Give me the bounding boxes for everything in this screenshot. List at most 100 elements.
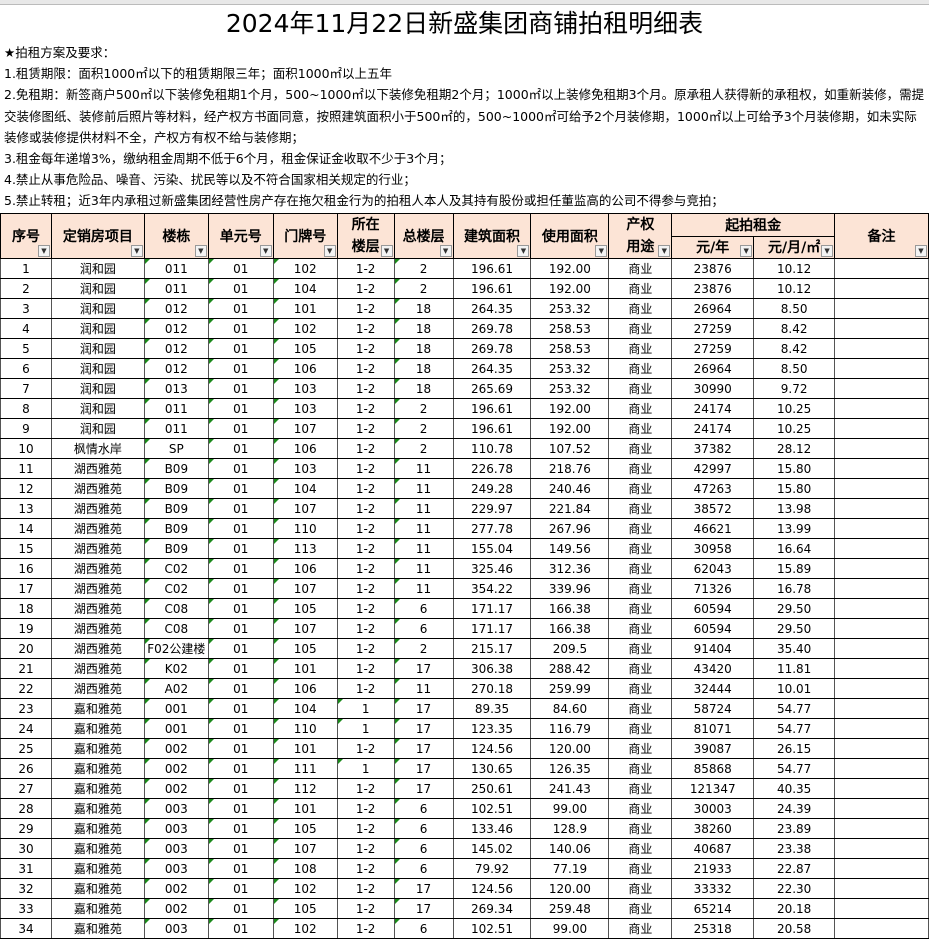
cell-building[interactable]: 003 — [143, 798, 209, 819]
cell-rent-year[interactable]: 62043 — [671, 558, 755, 579]
cell-rent-month[interactable]: 10.25 — [753, 418, 836, 439]
cell-build-area[interactable]: 306.38 — [452, 658, 532, 679]
cell-total-floors[interactable]: 6 — [393, 818, 454, 839]
cell-usage[interactable]: 商业 — [608, 258, 673, 279]
cell-remark[interactable] — [834, 438, 929, 459]
cell-seq[interactable]: 14 — [0, 518, 52, 539]
cell-rent-year[interactable]: 121347 — [671, 778, 755, 799]
cell-total-floors[interactable]: 2 — [393, 278, 454, 299]
cell-rent-month[interactable]: 40.35 — [753, 778, 836, 799]
cell-use-area[interactable]: 241.43 — [530, 778, 610, 799]
cell-project[interactable]: 湖西雅苑 — [50, 478, 145, 499]
cell-build-area[interactable]: 249.28 — [452, 478, 532, 499]
cell-rent-year[interactable]: 24174 — [671, 398, 755, 419]
cell-door[interactable]: 107 — [272, 618, 338, 639]
cell-floor[interactable]: 1-2 — [336, 898, 395, 919]
cell-rent-year[interactable]: 60594 — [671, 618, 755, 639]
cell-remark[interactable] — [834, 338, 929, 359]
cell-build-area[interactable]: 145.02 — [452, 838, 532, 859]
cell-rent-month[interactable]: 15.80 — [753, 458, 836, 479]
cell-usage[interactable]: 商业 — [608, 918, 673, 939]
cell-unit[interactable]: 01 — [207, 458, 274, 479]
cell-project[interactable]: 湖西雅苑 — [50, 538, 145, 559]
cell-usage[interactable]: 商业 — [608, 398, 673, 419]
cell-rent-month[interactable]: 22.87 — [753, 858, 836, 879]
cell-remark[interactable] — [834, 498, 929, 519]
cell-door[interactable]: 103 — [272, 398, 338, 419]
cell-building[interactable]: C02 — [143, 558, 209, 579]
cell-remark[interactable] — [834, 738, 929, 759]
cell-rent-year[interactable]: 47263 — [671, 478, 755, 499]
cell-rent-month[interactable]: 8.42 — [753, 338, 836, 359]
cell-build-area[interactable]: 155.04 — [452, 538, 532, 559]
cell-use-area[interactable]: 221.84 — [530, 498, 610, 519]
cell-unit[interactable]: 01 — [207, 438, 274, 459]
cell-rent-year[interactable]: 27259 — [671, 318, 755, 339]
cell-remark[interactable] — [834, 898, 929, 919]
cell-unit[interactable]: 01 — [207, 898, 274, 919]
cell-remark[interactable] — [834, 838, 929, 859]
cell-unit[interactable]: 01 — [207, 378, 274, 399]
cell-building[interactable]: 011 — [143, 278, 209, 299]
cell-usage[interactable]: 商业 — [608, 818, 673, 839]
cell-door[interactable]: 102 — [272, 878, 338, 899]
cell-unit[interactable]: 01 — [207, 498, 274, 519]
cell-building[interactable]: 012 — [143, 358, 209, 379]
cell-building[interactable]: 012 — [143, 298, 209, 319]
cell-door[interactable]: 106 — [272, 438, 338, 459]
cell-rent-month[interactable]: 15.89 — [753, 558, 836, 579]
cell-door[interactable]: 108 — [272, 858, 338, 879]
cell-rent-year[interactable]: 58724 — [671, 698, 755, 719]
cell-rent-month[interactable]: 23.38 — [753, 838, 836, 859]
cell-usage[interactable]: 商业 — [608, 298, 673, 319]
cell-use-area[interactable]: 339.96 — [530, 578, 610, 599]
cell-project[interactable]: 湖西雅苑 — [50, 618, 145, 639]
cell-unit[interactable]: 01 — [207, 578, 274, 599]
cell-use-area[interactable]: 259.99 — [530, 678, 610, 699]
cell-project[interactable]: 湖西雅苑 — [50, 498, 145, 519]
cell-building[interactable]: 002 — [143, 758, 209, 779]
cell-usage[interactable]: 商业 — [608, 518, 673, 539]
cell-unit[interactable]: 01 — [207, 558, 274, 579]
cell-floor[interactable]: 1-2 — [336, 618, 395, 639]
cell-rent-year[interactable]: 30003 — [671, 798, 755, 819]
cell-unit[interactable]: 01 — [207, 258, 274, 279]
cell-remark[interactable] — [834, 538, 929, 559]
cell-door[interactable]: 101 — [272, 298, 338, 319]
cell-seq[interactable]: 10 — [0, 438, 52, 459]
cell-seq[interactable]: 29 — [0, 818, 52, 839]
cell-door[interactable]: 113 — [272, 538, 338, 559]
cell-seq[interactable]: 34 — [0, 918, 52, 939]
cell-build-area[interactable]: 265.69 — [452, 378, 532, 399]
cell-building[interactable]: 002 — [143, 898, 209, 919]
cell-project[interactable]: 湖西雅苑 — [50, 658, 145, 679]
cell-floor[interactable]: 1-2 — [336, 298, 395, 319]
cell-door[interactable]: 101 — [272, 658, 338, 679]
cell-total-floors[interactable]: 2 — [393, 418, 454, 439]
cell-door[interactable]: 107 — [272, 838, 338, 859]
cell-project[interactable]: 润和园 — [50, 418, 145, 439]
cell-floor[interactable]: 1 — [336, 718, 395, 739]
cell-seq[interactable]: 26 — [0, 758, 52, 779]
cell-seq[interactable]: 17 — [0, 578, 52, 599]
cell-unit[interactable]: 01 — [207, 758, 274, 779]
cell-building[interactable]: 001 — [143, 718, 209, 739]
cell-building[interactable]: 013 — [143, 378, 209, 399]
cell-usage[interactable]: 商业 — [608, 898, 673, 919]
cell-use-area[interactable]: 107.52 — [530, 438, 610, 459]
cell-seq[interactable]: 13 — [0, 498, 52, 519]
cell-total-floors[interactable]: 18 — [393, 358, 454, 379]
cell-unit[interactable]: 01 — [207, 918, 274, 939]
cell-seq[interactable]: 24 — [0, 718, 52, 739]
cell-project[interactable]: 嘉和雅苑 — [50, 878, 145, 899]
cell-project[interactable]: 嘉和雅苑 — [50, 918, 145, 939]
cell-remark[interactable] — [834, 418, 929, 439]
cell-build-area[interactable]: 196.61 — [452, 398, 532, 419]
cell-unit[interactable]: 01 — [207, 318, 274, 339]
cell-total-floors[interactable]: 18 — [393, 338, 454, 359]
cell-seq[interactable]: 8 — [0, 398, 52, 419]
cell-seq[interactable]: 30 — [0, 838, 52, 859]
cell-rent-month[interactable]: 13.99 — [753, 518, 836, 539]
cell-usage[interactable]: 商业 — [608, 558, 673, 579]
cell-usage[interactable]: 商业 — [608, 778, 673, 799]
